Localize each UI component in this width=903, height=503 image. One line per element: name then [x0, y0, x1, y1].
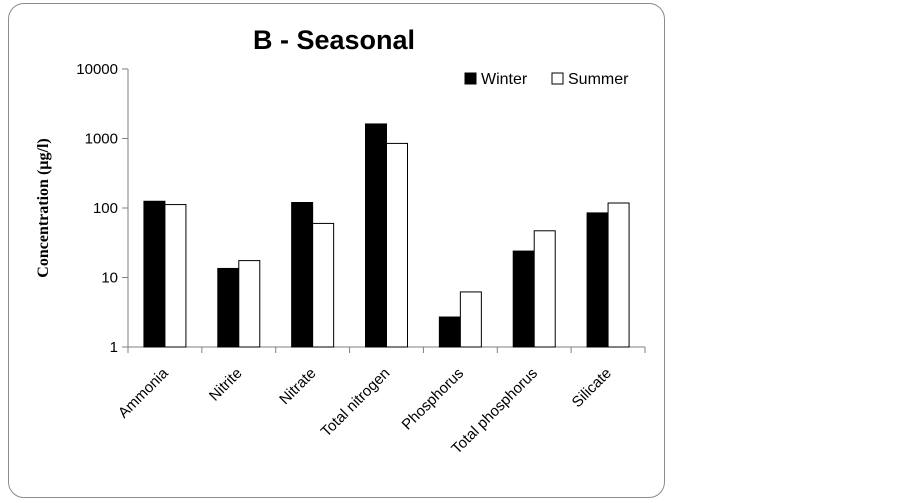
- x-tick-label: Nitrate: [276, 365, 319, 408]
- chart-title: B - Seasonal: [253, 25, 415, 55]
- bar-winter: [217, 267, 240, 348]
- bar-winter: [586, 212, 609, 348]
- bar-summer: [607, 202, 630, 348]
- bar-summer: [533, 230, 556, 348]
- y-tick-label: 10: [101, 270, 118, 287]
- bar-summer: [459, 291, 482, 348]
- y-tick-label: 10000: [76, 61, 118, 78]
- bar-summer: [238, 260, 261, 348]
- bar-winter: [291, 201, 314, 348]
- legend-label-summer: Summer: [568, 71, 629, 88]
- bar-summer: [386, 142, 408, 348]
- x-tick-label: Total nitrogen: [318, 365, 394, 441]
- legend-label-winter: Winter: [481, 71, 528, 88]
- bar-winter: [512, 250, 535, 348]
- y-tick-label: 1000: [85, 131, 118, 148]
- bar-winter: [438, 316, 461, 348]
- x-tick-label: Silicate: [569, 365, 615, 411]
- bar-winter: [143, 200, 166, 348]
- bar-summer: [312, 222, 335, 348]
- legend: Winter Summer: [464, 71, 629, 88]
- y-tick-label: 100: [93, 200, 118, 217]
- x-tick-label: Ammonia: [115, 364, 172, 421]
- y-tick-label: 1: [110, 339, 118, 356]
- plot-area: 1 10 100 1000 10000 Ammonia Nitrite NitrateTota…: [76, 61, 646, 458]
- x-tick-label: Phosphorus: [399, 365, 468, 434]
- bar-winter: [365, 123, 387, 348]
- x-tick-label: Nitrite: [206, 365, 246, 405]
- bar-summer: [164, 204, 187, 348]
- legend-swatch-summer: [551, 72, 564, 85]
- y-axis-label: Concentration (µg/l): [35, 138, 52, 277]
- legend-swatch-winter: [464, 72, 477, 85]
